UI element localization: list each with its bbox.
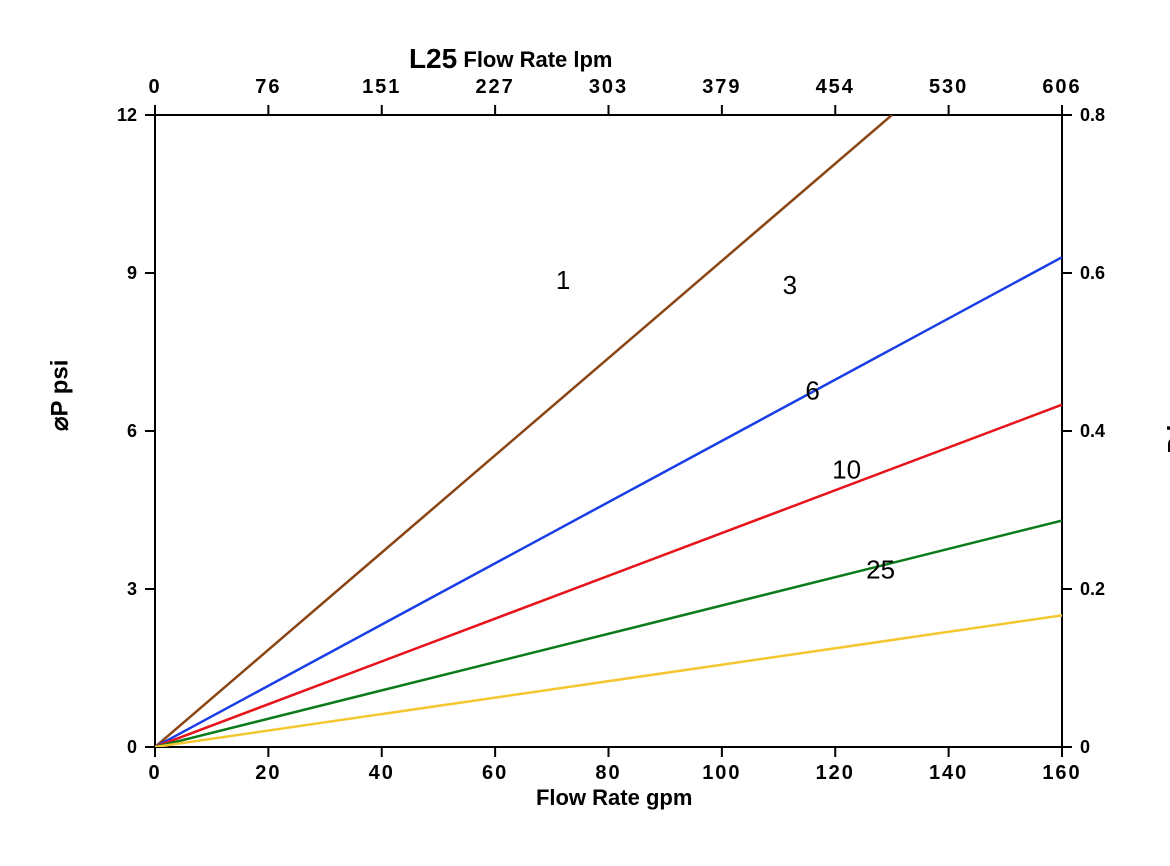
chart-container: 0204060801001201401600761512273033794545…: [0, 0, 1170, 866]
svg-text:530: 530: [929, 76, 968, 98]
svg-text:379: 379: [702, 76, 741, 98]
y-right-axis-label: ⌀P bar: [1163, 394, 1170, 468]
svg-text:0.8: 0.8: [1080, 105, 1105, 125]
svg-text:151: 151: [362, 76, 401, 98]
svg-text:20: 20: [255, 762, 281, 784]
svg-text:0: 0: [148, 76, 161, 98]
svg-text:0.2: 0.2: [1080, 579, 1105, 599]
svg-text:25: 25: [866, 554, 895, 584]
svg-text:303: 303: [589, 76, 628, 98]
chart-svg: 0204060801001201401600761512273033794545…: [0, 0, 1170, 866]
svg-text:0: 0: [127, 737, 137, 757]
svg-text:140: 140: [929, 762, 968, 784]
x-bottom-axis-label: Flow Rate gpm: [536, 785, 692, 811]
svg-text:454: 454: [816, 76, 855, 98]
svg-text:606: 606: [1042, 76, 1081, 98]
svg-text:6: 6: [805, 375, 819, 405]
svg-text:40: 40: [369, 762, 395, 784]
svg-text:76: 76: [255, 76, 281, 98]
svg-text:3: 3: [127, 579, 137, 599]
svg-text:227: 227: [475, 76, 514, 98]
svg-text:0.4: 0.4: [1080, 421, 1105, 441]
svg-text:0: 0: [148, 762, 161, 784]
y-left-axis-label: ⌀P psi: [46, 360, 75, 431]
svg-text:10: 10: [832, 454, 861, 484]
svg-text:80: 80: [595, 762, 621, 784]
svg-text:3: 3: [783, 270, 797, 300]
svg-text:1: 1: [556, 265, 570, 295]
svg-text:60: 60: [482, 762, 508, 784]
svg-text:0.6: 0.6: [1080, 263, 1105, 283]
x-top-axis-label: Flow Rate lpm: [463, 47, 612, 73]
svg-text:9: 9: [127, 263, 137, 283]
svg-text:6: 6: [127, 421, 137, 441]
svg-text:120: 120: [816, 762, 855, 784]
svg-text:0: 0: [1080, 737, 1090, 757]
svg-text:100: 100: [702, 762, 741, 784]
svg-text:160: 160: [1042, 762, 1081, 784]
svg-text:12: 12: [117, 105, 137, 125]
chart-title-prefix: L25: [409, 43, 457, 75]
